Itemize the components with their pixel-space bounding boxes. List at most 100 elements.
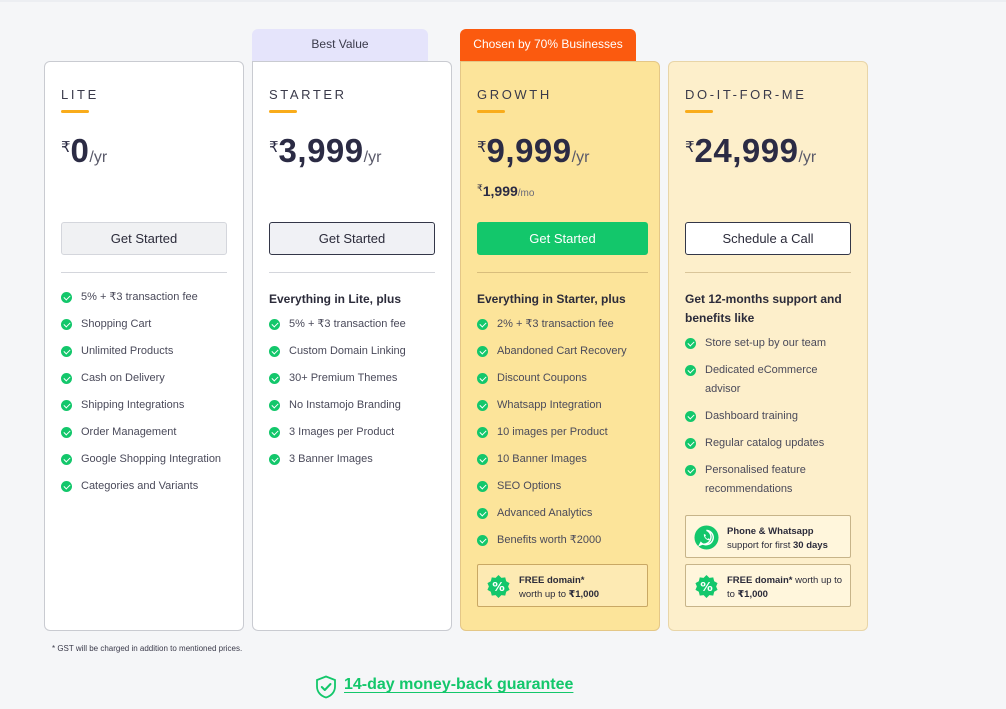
check-icon	[477, 373, 488, 384]
plan-name-underline	[269, 110, 297, 113]
plan-card-growth: GROWTH ₹9,999/yr ₹1,999/mo Get Started E…	[460, 61, 660, 631]
feature-item: Advanced Analytics	[477, 504, 652, 523]
discount-badge-icon: %	[695, 574, 718, 599]
feature-list: Store set-up by our team Dedicated eComm…	[685, 334, 845, 507]
guarantee-link[interactable]: 14-day money-back guarantee	[344, 676, 574, 693]
promo-text: FREE domain* worth up to ₹1,000	[519, 575, 600, 600]
currency-symbol: ₹	[477, 183, 483, 193]
check-icon	[61, 454, 72, 465]
plan-price: ₹3,999/yr	[269, 132, 381, 170]
get-started-button[interactable]: Get Started	[269, 222, 435, 255]
check-icon	[61, 400, 72, 411]
best-value-tag: Best Value	[252, 29, 428, 62]
divider	[269, 272, 435, 273]
plan-name: GROWTH	[477, 87, 552, 102]
check-icon	[269, 427, 280, 438]
plan-intro: Everything in Lite, plus	[269, 292, 402, 306]
divider	[477, 272, 648, 273]
plan-name-underline	[477, 110, 505, 113]
check-icon	[477, 400, 488, 411]
plan-card-do-it-for-me: DO-IT-FOR-ME ₹24,999/yr Schedule a Call …	[668, 61, 868, 631]
feature-item: Categories and Variants	[61, 477, 236, 496]
check-icon	[685, 338, 696, 349]
feature-item: Unlimited Products	[61, 342, 236, 361]
check-icon	[477, 346, 488, 357]
check-icon	[61, 319, 72, 330]
free-domain-promo: % FREE domain* worth up to ₹1,000	[477, 564, 648, 607]
plan-card-lite: LITE ₹0/yr Get Started 5% + ₹3 transacti…	[44, 61, 244, 631]
feature-item: Whatsapp Integration	[477, 396, 652, 415]
feature-item: SEO Options	[477, 477, 652, 496]
check-icon	[269, 454, 280, 465]
feature-item: 2% + ₹3 transaction fee	[477, 315, 652, 334]
price-amount: 24,999	[694, 132, 799, 169]
feature-item: Store set-up by our team	[685, 334, 845, 353]
check-icon	[269, 373, 280, 384]
monthly-amount: 1,999	[482, 183, 518, 199]
feature-item: Benefits worth ₹2000	[477, 531, 652, 550]
divider	[685, 272, 851, 273]
currency-symbol: ₹	[477, 139, 487, 156]
free-domain-promo: % FREE domain* worth up to to ₹1,000	[685, 564, 851, 607]
plan-intro: Everything in Starter, plus	[477, 292, 626, 306]
check-icon	[269, 400, 280, 411]
phone-whatsapp-support: Phone & Whatsapp support for first 30 da…	[685, 515, 851, 558]
plan-name-underline	[61, 110, 89, 113]
plan-name: STARTER	[269, 87, 347, 102]
get-started-button[interactable]: Get Started	[61, 222, 227, 255]
feature-item: 3 Images per Product	[269, 423, 444, 442]
plan-name-underline	[685, 110, 713, 113]
check-icon	[685, 465, 696, 476]
plan-price: ₹24,999/yr	[685, 132, 816, 170]
feature-item: Cash on Delivery	[61, 369, 236, 388]
price-amount: 3,999	[278, 132, 364, 169]
feature-list: 5% + ₹3 transaction fee Custom Domain Li…	[269, 315, 444, 477]
currency-symbol: ₹	[685, 139, 695, 156]
price-period: /yr	[798, 149, 817, 166]
check-icon	[269, 346, 280, 357]
feature-list: 2% + ₹3 transaction fee Abandoned Cart R…	[477, 315, 652, 558]
check-icon	[477, 535, 488, 546]
svg-text:%: %	[492, 579, 505, 594]
feature-item: Custom Domain Linking	[269, 342, 444, 361]
feature-item: Dedicated eCommerce advisor	[685, 361, 845, 399]
feature-item: Shipping Integrations	[61, 396, 236, 415]
chosen-by-businesses-tag: Chosen by 70% Businesses	[460, 29, 636, 62]
schedule-call-button[interactable]: Schedule a Call	[685, 222, 851, 255]
check-icon	[477, 319, 488, 330]
plan-name: LITE	[61, 87, 99, 102]
get-started-button[interactable]: Get Started	[477, 222, 648, 255]
price-amount: 0	[70, 132, 90, 169]
check-icon	[685, 411, 696, 422]
currency-symbol: ₹	[61, 139, 71, 156]
support-text: Phone & Whatsapp support for first 30 da…	[727, 526, 828, 551]
feature-item: Discount Coupons	[477, 369, 652, 388]
plan-card-starter: STARTER ₹3,999/yr Get Started Everything…	[252, 61, 452, 631]
feature-item: Shopping Cart	[61, 315, 236, 334]
currency-symbol: ₹	[269, 139, 279, 156]
gst-note: * GST will be charged in addition to men…	[52, 644, 243, 653]
promo-text: FREE domain* worth up to to ₹1,000	[727, 575, 843, 600]
feature-item: No Instamojo Branding	[269, 396, 444, 415]
feature-item: 5% + ₹3 transaction fee	[61, 288, 236, 307]
check-icon	[61, 292, 72, 303]
price-period: /yr	[89, 149, 108, 166]
feature-item: 30+ Premium Themes	[269, 369, 444, 388]
top-divider	[0, 0, 1006, 2]
plan-name: DO-IT-FOR-ME	[685, 87, 807, 102]
svg-text:%: %	[700, 579, 713, 594]
feature-item: 10 images per Product	[477, 423, 652, 442]
whatsapp-icon	[694, 525, 719, 550]
check-icon	[61, 427, 72, 438]
check-icon	[477, 454, 488, 465]
price-amount: 9,999	[486, 132, 572, 169]
price-period: /yr	[363, 149, 382, 166]
monthly-price: ₹1,999/mo	[477, 183, 534, 201]
feature-item: Regular catalog updates	[685, 434, 845, 453]
check-icon	[477, 508, 488, 519]
feature-item: 10 Banner Images	[477, 450, 652, 469]
plan-price: ₹0/yr	[61, 132, 107, 170]
plan-intro: Get 12-months support and benefits like	[685, 292, 842, 325]
plan-price: ₹9,999/yr	[477, 132, 589, 170]
feature-item: 3 Banner Images	[269, 450, 444, 469]
